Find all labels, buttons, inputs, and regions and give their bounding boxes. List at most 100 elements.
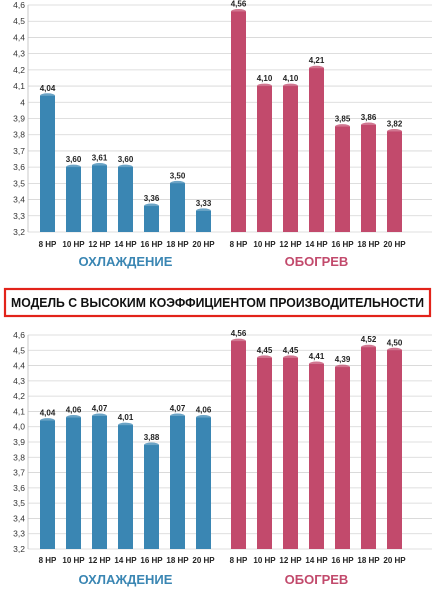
chart2-bar <box>196 417 211 549</box>
chart1-bar <box>283 86 298 232</box>
chart1-data-label: 3,82 <box>387 119 403 128</box>
chart2-bar <box>66 417 81 549</box>
chart1-bar-cap <box>309 65 324 71</box>
chart1-data-label: 4,56 <box>231 0 247 8</box>
chart2-bar <box>387 350 402 549</box>
chart1-category-label: 10 HP <box>253 240 276 249</box>
chart2-data-label: 4,07 <box>92 404 108 413</box>
chart2-y-tick-label: 3,8 <box>13 452 25 462</box>
chart1-category-label: 18 HP <box>357 240 380 249</box>
chart1-category-label: 18 HP <box>166 240 189 249</box>
chart2-bar <box>283 357 298 549</box>
chart2-y-tick-label: 3,6 <box>13 483 25 493</box>
chart1-category-label: 12 HP <box>88 240 111 249</box>
chart2-category-label: 14 HP <box>305 556 328 565</box>
chart2-category-label: 12 HP <box>88 556 111 565</box>
chart2-bar <box>257 357 272 549</box>
chart1-category-label: 10 HP <box>62 240 85 249</box>
chart2-category-label: 8 HP <box>39 556 57 565</box>
chart1-y-tick-label: 4,4 <box>13 32 25 42</box>
chart1-bar-cap <box>40 93 55 99</box>
chart1-data-label: 3,50 <box>170 171 186 180</box>
chart1-data-label: 4,04 <box>40 84 56 93</box>
chart2-bar-cap <box>92 413 107 419</box>
chart1-bar <box>361 124 376 232</box>
chart1-data-label: 4,10 <box>257 74 273 83</box>
banner-title: МОДЕЛЬ С ВЫСОКИМ КОЭФФИЦИЕНТОМ ПРОИЗВОДИ… <box>11 296 424 310</box>
chart1-group-label: ОХЛАЖДЕНИЕ <box>79 254 173 269</box>
chart1-bar-cap <box>361 122 376 128</box>
chart1-group-label: ОБОГРЕВ <box>285 254 349 269</box>
chart1-y-tick-label: 3,5 <box>13 178 25 188</box>
chart1-bar-cap <box>283 83 298 89</box>
chart2-bar <box>40 420 55 549</box>
chart2-y-tick-label: 4,4 <box>13 361 25 371</box>
chart1-data-label: 3,60 <box>118 155 134 164</box>
chart2-category-label: 16 HP <box>140 556 163 565</box>
chart1-bar-cap <box>387 128 402 134</box>
chart1-category-label: 14 HP <box>305 240 328 249</box>
chart2-y-tick-label: 4,0 <box>13 422 25 432</box>
chart1-category-label: 16 HP <box>331 240 354 249</box>
chart1-y-tick-label: 4,5 <box>13 16 25 26</box>
chart2-bar-cap <box>309 361 324 367</box>
chart2-y-tick-label: 4,1 <box>13 406 25 416</box>
chart1-category-label: 8 HP <box>230 240 248 249</box>
chart1-data-label: 4,10 <box>283 74 299 83</box>
chart1-bar <box>335 126 350 232</box>
chart1-bar-cap <box>231 8 246 14</box>
chart2-data-label: 4,56 <box>231 329 247 338</box>
chart1-bar-cap <box>118 164 133 170</box>
chart1-bar <box>40 95 55 232</box>
chart2-bar <box>231 341 246 549</box>
chart2-category-label: 20 HP <box>383 556 406 565</box>
chart2-data-label: 4,06 <box>66 406 82 415</box>
chart1-bar <box>257 86 272 232</box>
chart2-bar <box>361 347 376 549</box>
chart1-data-label: 3,36 <box>144 194 160 203</box>
chart2-y-tick-label: 4,5 <box>13 345 25 355</box>
chart2-bar <box>92 416 107 549</box>
chart1-bar-cap <box>196 208 211 214</box>
chart1-bar <box>196 210 211 232</box>
chart2-category-label: 18 HP <box>357 556 380 565</box>
chart1-y-tick-label: 3,9 <box>13 114 25 124</box>
chart1-y-tick-label: 3,2 <box>13 227 25 237</box>
chart1-y-tick-label: 4,3 <box>13 49 25 59</box>
chart2-data-label: 4,01 <box>118 413 134 422</box>
chart1-bar-cap <box>170 180 185 186</box>
chart1-category-label: 16 HP <box>140 240 163 249</box>
chart2-y-tick-label: 4,3 <box>13 376 25 386</box>
chart1-y-tick-label: 3,4 <box>13 195 25 205</box>
chart2-bar <box>118 425 133 549</box>
chart2: 3,2 3,3 3,4 3,5 3,6 3,7 3,8 3,9 4,0 4,1 4,2 4,3 4,4 4… <box>13 329 432 587</box>
chart1-bar <box>387 131 402 232</box>
chart1-data-label: 3,61 <box>92 154 108 163</box>
chart1-bar <box>309 68 324 232</box>
chart2-bar-cap <box>335 364 350 370</box>
chart2-data-label: 4,45 <box>283 346 299 355</box>
chart2-data-label: 4,50 <box>387 338 403 347</box>
chart2-bar-cap <box>361 344 376 350</box>
chart2-group-label: ОХЛАЖДЕНИЕ <box>79 572 173 587</box>
chart2-category-label: 10 HP <box>253 556 276 565</box>
chart1-y-tick-label: 3,3 <box>13 211 25 221</box>
chart2-bar <box>170 416 185 549</box>
chart2-data-label: 3,88 <box>144 433 160 442</box>
chart2-bar-cap <box>40 418 55 424</box>
chart1-bar-cap <box>335 124 350 130</box>
chart1-y-tick-label: 4,2 <box>13 65 25 75</box>
chart1-data-label: 4,21 <box>309 56 325 65</box>
chart2-data-label: 4,45 <box>257 346 273 355</box>
banner-box <box>3 287 432 318</box>
chart1-bar-cap <box>92 163 107 169</box>
chart1-bar <box>66 167 81 232</box>
chart2-data-label: 4,39 <box>335 355 351 364</box>
chart2-data-label: 4,04 <box>40 409 56 418</box>
chart1-category-label: 20 HP <box>192 240 215 249</box>
chart2-y-tick-label: 3,4 <box>13 513 25 523</box>
chart2-bar-cap <box>170 413 185 419</box>
chart2-bar-cap <box>283 355 298 361</box>
chart1-y-tick-label: 4,6 <box>13 0 25 10</box>
